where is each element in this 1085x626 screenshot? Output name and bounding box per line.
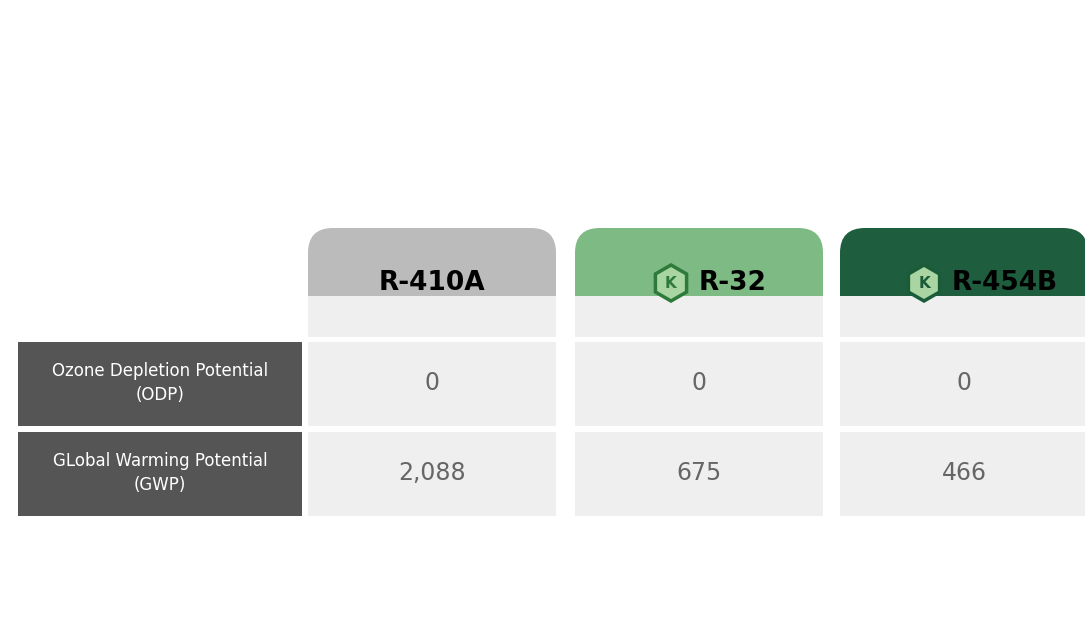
Bar [840,340,1085,426]
FancyBboxPatch shape [308,228,556,296]
Bar [840,430,1085,516]
Bar [18,340,302,426]
Bar [308,340,556,426]
Text: 675: 675 [676,461,722,485]
Bar [308,283,556,339]
FancyBboxPatch shape [840,228,1085,338]
Text: Ozone Depletion Potential
(ODP): Ozone Depletion Potential (ODP) [52,362,268,404]
FancyBboxPatch shape [575,228,824,338]
Bar [18,430,302,516]
FancyBboxPatch shape [840,228,1085,296]
Bar [840,283,1085,339]
Bar [18,337,302,342]
Text: R-32: R-32 [699,270,767,296]
Text: 2,088: 2,088 [398,461,465,485]
Bar [575,427,824,432]
Bar [308,430,556,516]
Bar [308,262,556,296]
Polygon shape [655,265,687,301]
Text: GLobal Warming Potential
(GWP): GLobal Warming Potential (GWP) [53,452,267,494]
Bar [18,427,302,432]
Text: R-454B: R-454B [952,270,1058,296]
FancyBboxPatch shape [575,228,824,296]
Text: 466: 466 [942,461,986,485]
Text: 0: 0 [424,371,439,395]
Bar [840,313,1085,339]
Bar [575,262,824,296]
Polygon shape [908,265,940,301]
Bar [575,283,824,339]
Text: 0: 0 [691,371,706,395]
Bar [308,313,556,339]
Text: R-410A: R-410A [379,270,485,296]
Bar [308,427,556,432]
Bar [575,313,824,339]
Bar [840,337,1085,342]
Bar [575,337,824,342]
FancyBboxPatch shape [308,228,556,338]
Text: K: K [918,275,930,290]
Text: K: K [665,275,677,290]
Bar [840,427,1085,432]
Bar [840,262,1085,296]
Bar [575,430,824,516]
Bar [575,340,824,426]
Text: 0: 0 [957,371,971,395]
Bar [308,337,556,342]
